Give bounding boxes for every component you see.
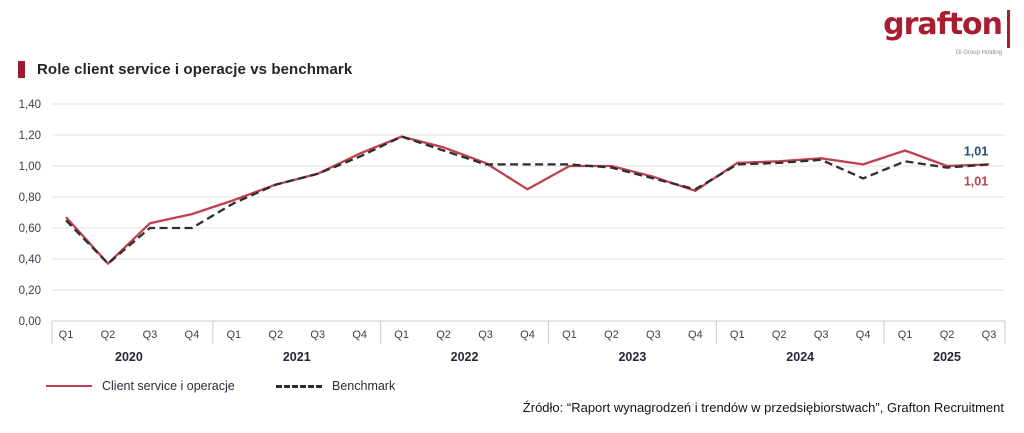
grafton-logo: grafton Gi Group Holding — [883, 10, 1010, 56]
x-quarter-label: Q3 — [143, 329, 158, 341]
source-citation: Źródło: “Raport wynagrodzeń i trendów w … — [522, 400, 1004, 415]
y-tick-label: 0,40 — [19, 254, 41, 266]
end-value-label: 1,01 — [964, 144, 988, 158]
grafton-logo-tagline: Gi Group Holding — [955, 50, 1002, 56]
x-quarter-label: Q2 — [940, 329, 955, 341]
end-value-label: 1,01 — [964, 174, 988, 188]
year-label: 2022 — [451, 350, 479, 364]
line-chart: 0,00 0,20 0,40 0,60 0,80 1,00 1,20 1,40 Q1 Q2 Q3 Q4… — [19, 99, 1006, 364]
page-title: Role client service i operacje vs benchm… — [37, 61, 353, 78]
x-quarter-label: Q4 — [688, 329, 703, 341]
chart-legend: Client service i operacje Benchmark — [0, 378, 1024, 398]
year-label: 2025 — [933, 350, 961, 364]
y-tick-label: 0,00 — [19, 316, 41, 328]
y-tick-label: 0,80 — [19, 192, 41, 204]
year-label: 2020 — [115, 350, 143, 364]
x-quarter-label: Q2 — [604, 329, 619, 341]
year-label: 2024 — [786, 350, 814, 364]
y-tick-label: 1,00 — [19, 161, 41, 173]
x-quarter-label: Q2 — [101, 329, 116, 341]
x-quarter-label: Q1 — [59, 329, 74, 341]
x-quarter-label: Q3 — [982, 329, 997, 341]
legend-solid-line-swatch — [46, 385, 92, 387]
x-quarter-label: Q3 — [646, 329, 661, 341]
x-quarter-label: Q2 — [268, 329, 283, 341]
x-quarter-label: Q4 — [185, 329, 200, 341]
legend-dashed-line-swatch — [276, 384, 322, 388]
x-quarter-label: Q2 — [436, 329, 451, 341]
x-quarter-label: Q4 — [352, 329, 367, 341]
x-quarter-label: Q1 — [730, 329, 745, 341]
series-line-benchmark — [65, 135, 990, 265]
grafton-logo-wordmark: grafton — [883, 7, 1003, 42]
x-quarter-label: Q1 — [898, 329, 913, 341]
x-quarter-label: Q3 — [310, 329, 325, 341]
x-quarter-label: Q1 — [562, 329, 577, 341]
series-line-client-service — [65, 135, 990, 265]
x-quarter-label: Q2 — [772, 329, 787, 341]
x-quarter-label: Q1 — [226, 329, 241, 341]
y-tick-label: 0,20 — [19, 285, 41, 297]
year-label: 2023 — [618, 350, 646, 364]
legend-label: Benchmark — [332, 379, 396, 393]
year-label: 2021 — [283, 350, 311, 364]
x-quarter-label: Q3 — [478, 329, 493, 341]
legend-label: Client service i operacje — [102, 379, 235, 393]
y-tick-label: 1,40 — [19, 99, 41, 111]
grafton-logo-bar — [1007, 10, 1010, 48]
x-quarter-label: Q4 — [856, 329, 871, 341]
y-tick-label: 0,60 — [19, 223, 41, 235]
legend-item-benchmark: Benchmark — [276, 378, 395, 394]
x-quarter-label: Q4 — [520, 329, 535, 341]
x-quarter-label: Q3 — [814, 329, 829, 341]
legend-item-client-service: Client service i operacje — [46, 378, 235, 394]
title-accent-marker — [18, 61, 25, 78]
chart-header: Role client service i operacje vs benchm… — [18, 61, 352, 78]
y-tick-label: 1,20 — [19, 130, 41, 142]
x-quarter-label: Q1 — [394, 329, 409, 341]
